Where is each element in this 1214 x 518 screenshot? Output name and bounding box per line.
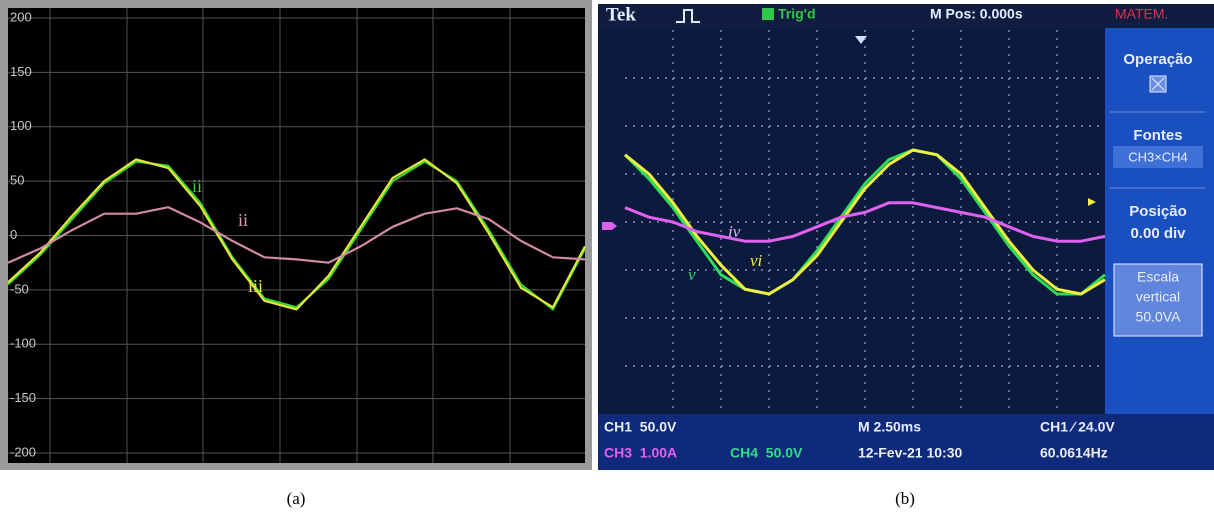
caption: (a) bbox=[287, 489, 306, 508]
annotation: v bbox=[688, 265, 696, 284]
y-tick-label: -50 bbox=[10, 281, 29, 296]
scope-footer bbox=[1105, 414, 1214, 470]
figure: Tek Trig'd M Pos: 0.000s MATEM. Operação… bbox=[0, 0, 1214, 518]
menu-scale-line: Escala bbox=[1137, 269, 1179, 285]
annotation: ii bbox=[238, 210, 248, 230]
footer-timebase: M 2.50ms bbox=[858, 419, 921, 435]
trig-icon bbox=[762, 8, 774, 20]
annotation: iv bbox=[728, 222, 741, 241]
footer-trigger: CH1 ∕ 24.0V bbox=[1040, 419, 1115, 435]
y-tick-label: 200 bbox=[10, 9, 32, 24]
trigger-status: Trig'd bbox=[778, 6, 816, 22]
annotation: vi bbox=[750, 251, 763, 270]
y-tick-label: 100 bbox=[10, 118, 32, 133]
footer-ch3: CH3 1.00A bbox=[604, 445, 677, 461]
y-tick-label: -100 bbox=[10, 336, 36, 351]
m-pos: M Pos: 0.000s bbox=[930, 6, 1023, 22]
menu-item: Fontes bbox=[1133, 127, 1182, 144]
y-tick-label: 50 bbox=[10, 173, 24, 188]
menu-scale-line: 50.0VA bbox=[1136, 309, 1182, 325]
caption: (b) bbox=[895, 489, 915, 508]
menu-item: Operação bbox=[1123, 51, 1192, 68]
menu-value: CH3×CH4 bbox=[1128, 149, 1188, 164]
annotation: iii bbox=[248, 276, 263, 296]
y-tick-label: -200 bbox=[10, 444, 36, 459]
annotation: ii bbox=[192, 176, 202, 196]
y-tick-label: 0 bbox=[10, 227, 17, 242]
menu-item: Posição bbox=[1129, 203, 1187, 220]
brand: Tek bbox=[606, 4, 636, 25]
y-tick-label: -150 bbox=[10, 390, 36, 405]
menu-scale-line: vertical bbox=[1136, 289, 1180, 305]
footer-date: 12-Fev-21 10:30 bbox=[858, 445, 963, 461]
footer-ch4: CH4 50.0V bbox=[730, 445, 803, 461]
y-tick-label: 150 bbox=[10, 64, 32, 79]
menu-value: 0.00 div bbox=[1130, 225, 1186, 242]
menu-title: MATEM. bbox=[1115, 6, 1168, 22]
footer-ch1: CH1 50.0V bbox=[604, 419, 677, 435]
footer-frequency: 60.0614Hz bbox=[1040, 445, 1108, 461]
